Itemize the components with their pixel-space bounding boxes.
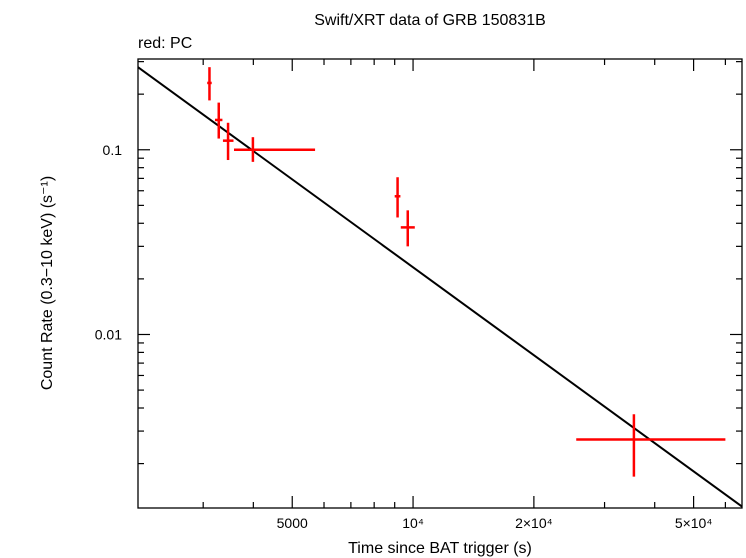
data-point (576, 414, 726, 477)
data-point (214, 102, 223, 139)
x-axis-tick-labels: 5000 10⁴ 2×10⁴ 5×10⁴ (277, 515, 713, 531)
chart-subtitle: red: PC (138, 35, 192, 52)
plot-frame (137, 58, 743, 509)
data-points (207, 67, 726, 477)
model-fit-line (137, 66, 743, 508)
chart-title: Swift/XRT data of GRB 150831B (314, 12, 546, 29)
data-point (400, 210, 415, 247)
data-point (222, 122, 234, 161)
y-axis-tick-labels: 0.1 0.01 (95, 142, 122, 343)
x-tick-label: 5×10⁴ (675, 515, 713, 531)
y-tick-label: 0.1 (103, 142, 123, 158)
x-axis-ticks (202, 59, 726, 508)
x-tick-label: 2×10⁴ (515, 515, 553, 531)
data-point (394, 177, 401, 218)
y-tick-label: 0.01 (95, 326, 122, 342)
x-tick-label: 10⁴ (402, 515, 424, 531)
x-axis-label: Time since BAT trigger (s) (348, 540, 532, 557)
y-axis-label: Count Rate (0.3−10 keV) (s⁻¹) (39, 176, 56, 390)
x-tick-label: 5000 (277, 515, 308, 531)
data-point (233, 137, 316, 162)
y-axis-ticks (138, 61, 742, 465)
data-point (207, 67, 212, 101)
